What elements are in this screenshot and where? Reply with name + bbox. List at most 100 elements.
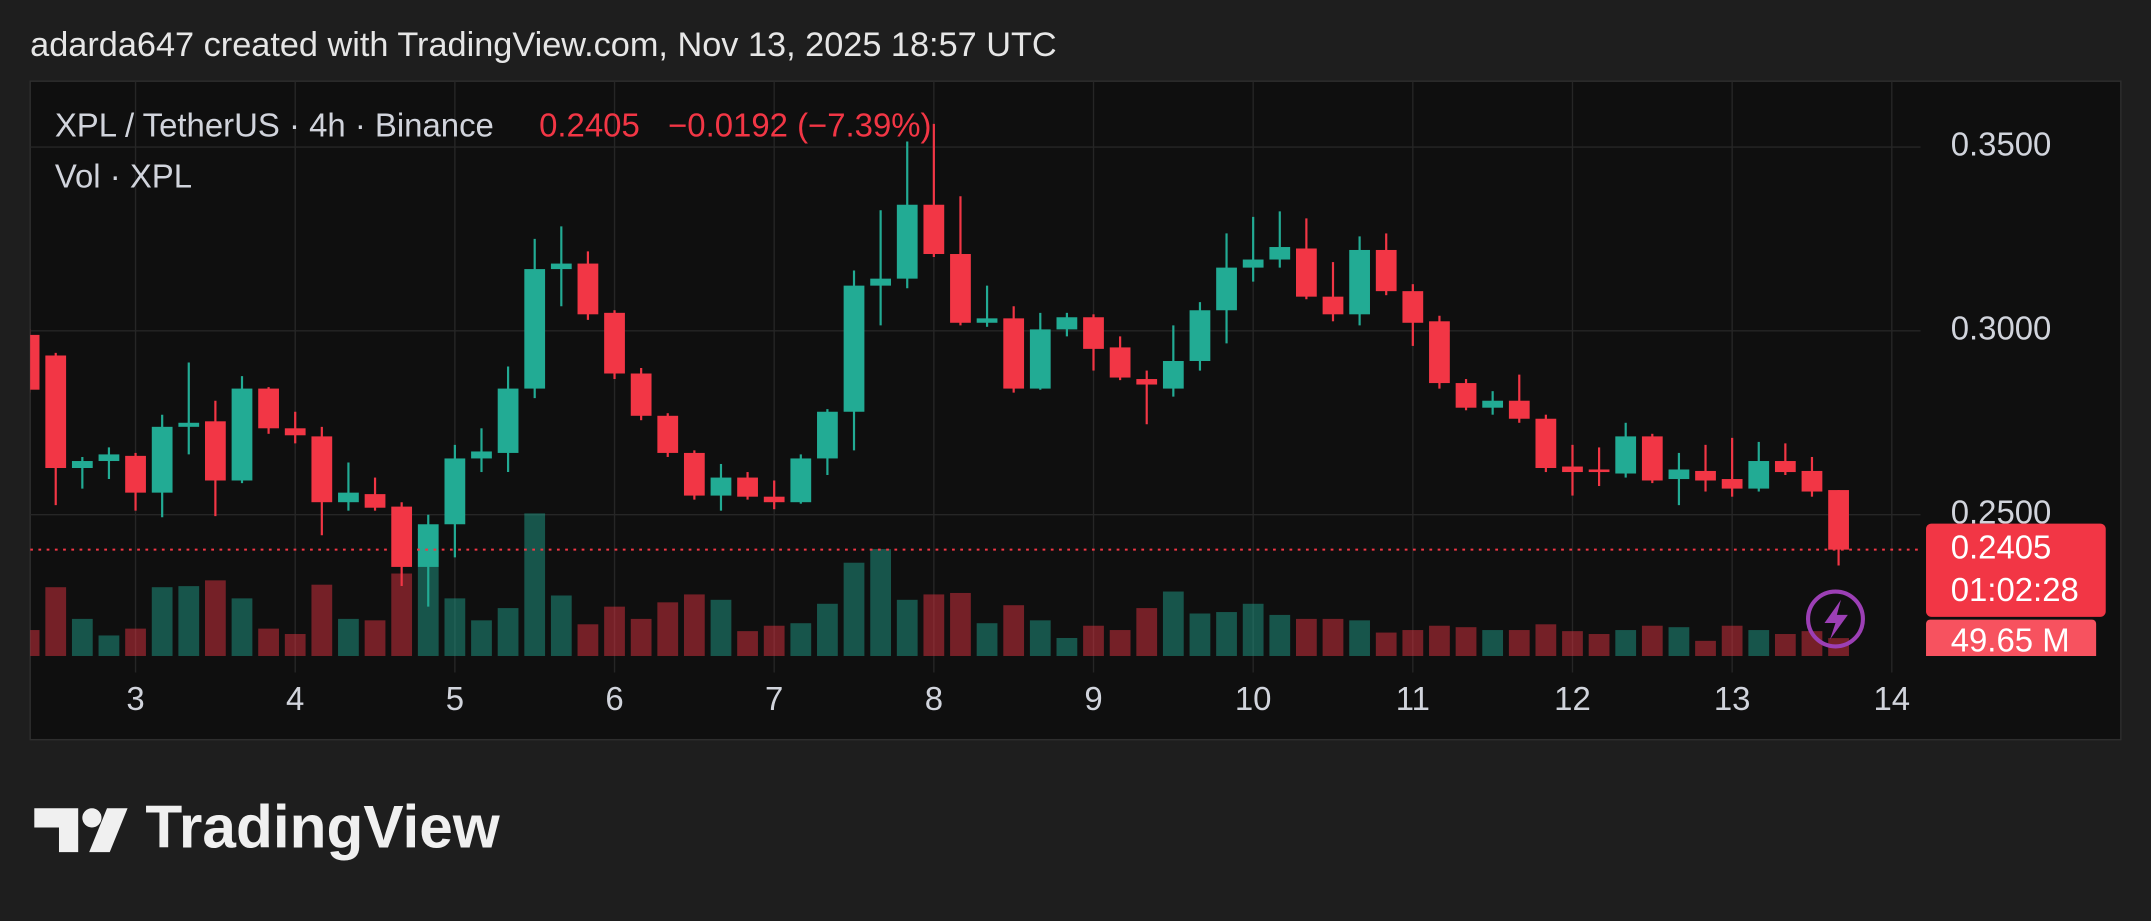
price-tags: 0.2405 01:02:28 49.65 M bbox=[1926, 523, 2106, 659]
candle-body bbox=[338, 492, 359, 503]
x-tick-label: 11 bbox=[1396, 680, 1430, 717]
volume-bar bbox=[710, 599, 732, 656]
volume-bar bbox=[923, 594, 945, 656]
volume-bar bbox=[1508, 630, 1530, 656]
volume-bar bbox=[30, 630, 40, 656]
volume-bar bbox=[817, 603, 838, 656]
x-tick-label: 5 bbox=[446, 680, 464, 717]
candle-body bbox=[1295, 248, 1317, 297]
candle-body bbox=[1535, 418, 1557, 469]
candle-body bbox=[790, 458, 812, 503]
volume-bar bbox=[1136, 608, 1158, 656]
candle-body bbox=[98, 454, 120, 462]
x-tick-label: 9 bbox=[1084, 680, 1102, 717]
candle-body bbox=[870, 278, 892, 286]
alert-icon[interactable] bbox=[1805, 589, 1865, 649]
x-tick-label: 7 bbox=[765, 680, 783, 717]
candle-body bbox=[1216, 267, 1237, 311]
candle-body bbox=[763, 496, 785, 503]
volume-bar bbox=[550, 595, 572, 656]
countdown: 01:02:28 bbox=[1951, 571, 2079, 608]
candle-body bbox=[391, 506, 413, 567]
candle-body bbox=[950, 254, 971, 323]
volume-bar bbox=[1083, 625, 1104, 656]
volume-bar bbox=[1295, 618, 1317, 656]
y-tick-label: 0.3500 bbox=[1951, 126, 2052, 163]
volume-bar bbox=[45, 587, 67, 656]
volume-bar bbox=[1109, 630, 1131, 656]
volume-bar bbox=[1242, 603, 1264, 656]
candle-body bbox=[1721, 479, 1743, 489]
candle-body bbox=[497, 388, 519, 453]
volume-bar bbox=[630, 618, 652, 656]
volume-bar bbox=[391, 573, 413, 656]
volume-bar bbox=[1455, 627, 1477, 656]
volume-bar bbox=[364, 620, 386, 656]
volume-bar bbox=[1668, 627, 1690, 656]
x-tick-label: 12 bbox=[1554, 680, 1591, 717]
candle-body bbox=[1402, 291, 1424, 323]
volume-bar bbox=[950, 592, 971, 656]
volume-bar bbox=[258, 628, 279, 656]
volume-bar bbox=[284, 634, 306, 656]
candle-body bbox=[205, 421, 226, 481]
candle-body bbox=[1641, 436, 1663, 481]
volume-bar bbox=[1562, 631, 1583, 656]
y-tick-label: 0.3000 bbox=[1951, 310, 2052, 347]
volume-bar bbox=[870, 549, 892, 656]
volume-bar bbox=[151, 587, 173, 656]
volume-bar bbox=[1029, 620, 1051, 656]
candle-body bbox=[471, 451, 492, 459]
candle-body bbox=[258, 388, 279, 429]
candle-body bbox=[1029, 329, 1051, 389]
last-price: 0.2405 bbox=[539, 107, 640, 144]
volume-bar bbox=[1322, 618, 1344, 656]
candle-body bbox=[1136, 379, 1158, 385]
volume-bar bbox=[1588, 634, 1610, 656]
candle-body bbox=[1668, 469, 1690, 480]
volume-bar bbox=[1721, 625, 1743, 656]
candle-body bbox=[1828, 490, 1849, 550]
volume-bar bbox=[1774, 634, 1796, 656]
volume-bar bbox=[1482, 630, 1504, 656]
candle-body bbox=[1774, 461, 1796, 473]
price-tag bbox=[1926, 523, 2106, 617]
candle-body bbox=[577, 263, 599, 315]
volume-bar bbox=[1349, 620, 1370, 656]
volume-bar bbox=[1402, 630, 1424, 656]
volume-bar bbox=[683, 594, 705, 656]
volume-bar bbox=[497, 608, 519, 656]
volume-tag-label: 49.65 M bbox=[1951, 622, 2070, 659]
volume-bar bbox=[471, 620, 492, 656]
candle-body bbox=[151, 426, 173, 493]
volume-bar bbox=[790, 623, 812, 656]
volume-bar bbox=[896, 599, 918, 656]
volume-bar bbox=[604, 606, 625, 656]
volume-bar bbox=[976, 623, 998, 656]
x-tick-label: 8 bbox=[925, 680, 943, 717]
candle-body bbox=[1375, 249, 1397, 292]
candle-body bbox=[1429, 321, 1450, 384]
candle-body bbox=[1109, 347, 1131, 378]
candle-body bbox=[550, 263, 572, 270]
candle-body bbox=[417, 524, 439, 567]
volume-bar bbox=[1162, 591, 1184, 656]
volume-bar bbox=[737, 631, 758, 656]
candle-body bbox=[30, 334, 40, 390]
volume-bar bbox=[98, 635, 120, 656]
logo-text: TradingView bbox=[145, 793, 500, 861]
attribution: adarda647 created with TradingView.com, … bbox=[30, 26, 1057, 64]
candle-body bbox=[1003, 318, 1025, 389]
candle-body bbox=[843, 285, 865, 412]
volume-bar bbox=[1189, 613, 1211, 656]
volume-bar bbox=[1429, 625, 1450, 656]
volume-bar bbox=[843, 562, 865, 656]
volume-bar bbox=[444, 598, 466, 656]
plot-area bbox=[30, 123, 1921, 656]
candle-body bbox=[1189, 310, 1211, 362]
candle-body bbox=[630, 373, 652, 416]
candle-body bbox=[683, 452, 705, 496]
x-tick-label: 4 bbox=[286, 680, 304, 717]
candle-body bbox=[524, 269, 546, 389]
